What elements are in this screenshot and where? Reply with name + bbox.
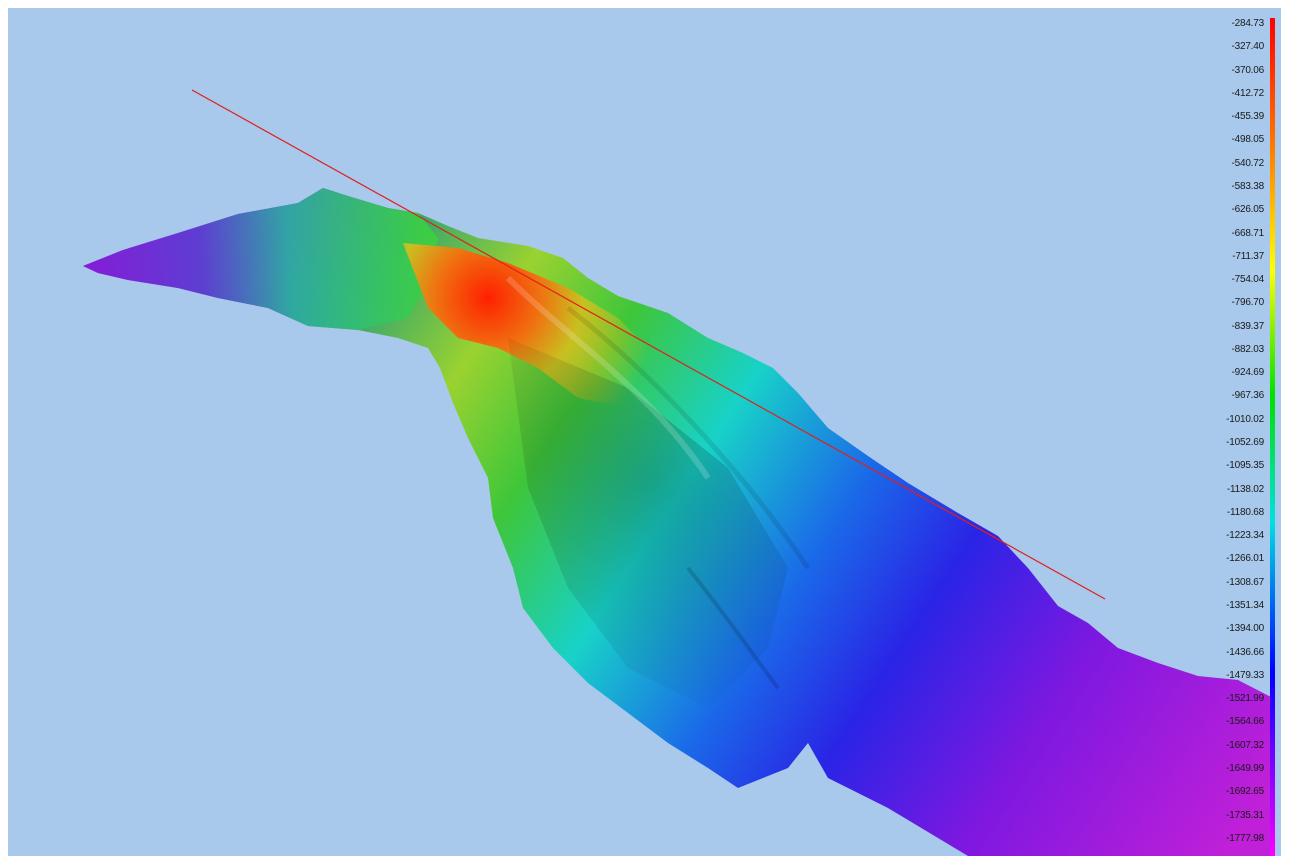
legend-label: -668.71: [1231, 227, 1264, 239]
legend-label: -1394.00: [1226, 623, 1264, 635]
legend-label: -1521.99: [1226, 693, 1264, 705]
color-ramp-bar: [1270, 18, 1275, 856]
legend-label: -1266.01: [1226, 553, 1264, 565]
legend-label: -1010.02: [1226, 413, 1264, 425]
legend-label: -1735.31: [1226, 809, 1264, 821]
legend-label: -754.04: [1231, 274, 1264, 286]
legend-label: -1692.65: [1226, 786, 1264, 798]
legend-label: -1351.34: [1226, 600, 1264, 611]
legend-label: -1649.99: [1226, 762, 1264, 774]
legend-label: -455.39: [1231, 111, 1264, 123]
legend-label: -626.05: [1231, 204, 1264, 216]
legend-label: -1138.02: [1226, 483, 1264, 495]
legend-label: -498.05: [1231, 134, 1264, 146]
depth-color-legend: -284.73 -327.40 -370.06 -412.72 -455.39 -498.…: [1205, 18, 1275, 856]
3d-view-canvas[interactable]: -284.73 -327.40 -370.06 -412.72 -455.39 -498.…: [8, 8, 1281, 856]
legend-label: -839.37: [1231, 320, 1264, 332]
legend-label: -412.72: [1231, 87, 1264, 99]
legend-label: -370.06: [1231, 64, 1264, 76]
legend-label: -1095.35: [1226, 460, 1264, 472]
legend-label: -1436.66: [1226, 646, 1264, 658]
legend-label: -967.36: [1231, 390, 1264, 402]
ridge-line: [686, 566, 780, 690]
terrain-left-ridge: [83, 188, 438, 330]
profile-line: [191, 89, 1106, 600]
legend-label: -882.03: [1231, 343, 1264, 355]
legend-label: -1479.33: [1226, 669, 1264, 681]
legend-label: -796.70: [1231, 297, 1264, 309]
legend-label: -1052.69: [1226, 437, 1264, 449]
legend-label: -583.38: [1231, 180, 1264, 192]
legend-label: -284.73: [1231, 18, 1264, 29]
legend-label: -1607.32: [1226, 739, 1264, 751]
ridge-line: [505, 275, 711, 480]
terrain-peak: [403, 243, 658, 408]
legend-label: -540.72: [1231, 157, 1264, 169]
legend-label: -1564.66: [1226, 716, 1264, 728]
terrain-surface[interactable]: [8, 8, 1281, 856]
legend-label: -1180.68: [1226, 506, 1264, 518]
legend-label: -327.40: [1231, 41, 1264, 53]
terrain-shade: [508, 338, 788, 708]
legend-label: -1223.34: [1226, 530, 1264, 542]
legend-label: -924.69: [1231, 367, 1264, 379]
legend-label: -711.37: [1232, 250, 1264, 262]
ridge-line: [566, 306, 811, 570]
legend-label: -1308.67: [1226, 576, 1264, 588]
legend-label: -1777.98: [1226, 832, 1264, 844]
